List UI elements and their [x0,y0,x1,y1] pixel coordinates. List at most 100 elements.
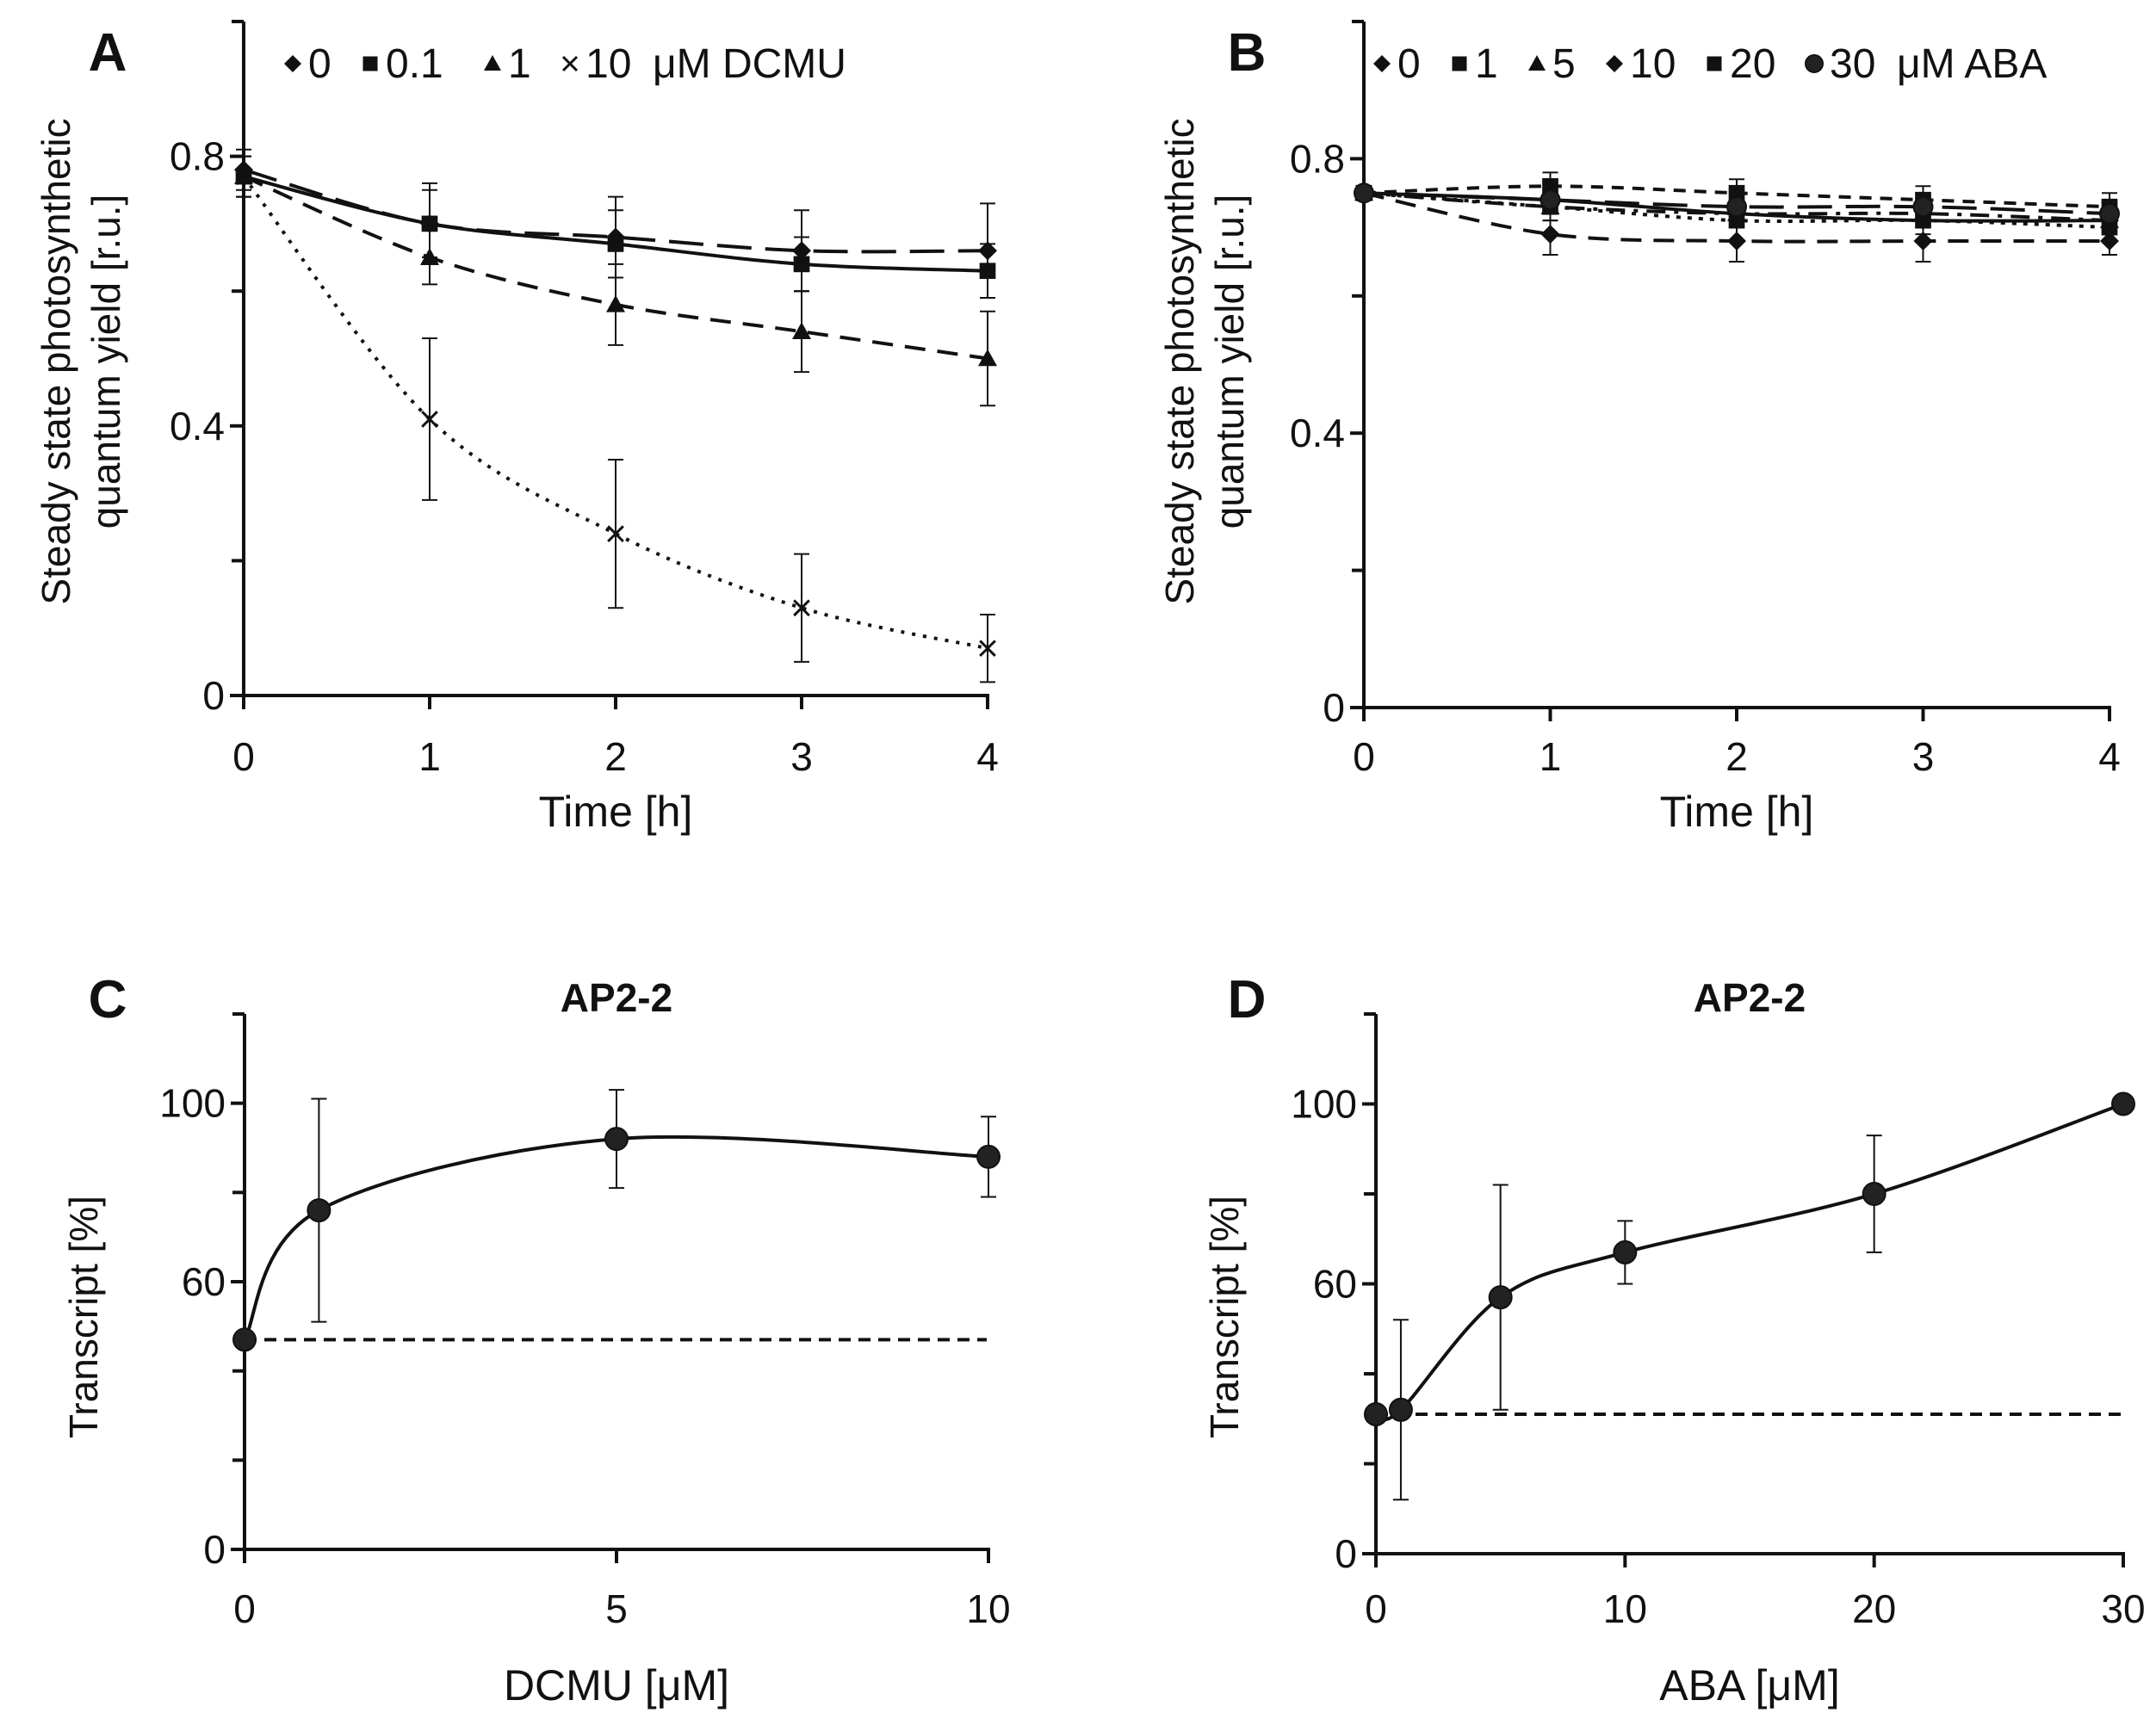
legend-label-a-1: 0.1 [386,41,443,87]
legend-label-b-4: 20 [1730,41,1775,87]
y-axis-label-line-b-0: Steady state photosynthetic [1157,118,1202,604]
data-point-b-5-2 [1726,196,1747,218]
data-point-c-0-0 [232,1327,257,1352]
data-point-a-2-3 [792,322,811,339]
x-tick-label-c-2: 10 [966,1586,1010,1631]
series-line-b-5 [1363,191,2110,216]
legend-label-a-2: 1 [508,41,531,87]
data-point-a-1-3 [793,256,810,273]
data-point-a-2-4 [978,349,997,367]
y-axis-label-line-a-0: Steady state photosynthetic [34,118,78,604]
x-tick-label-a-1: 1 [418,734,441,779]
x-axis-label-c: DCMU [μM] [504,1661,729,1710]
data-point-a-1-2 [607,236,624,252]
y-tick-label-a-1: 0.4 [170,404,225,448]
legend-label-b-5: 30 [1830,41,1875,87]
legend-marker-a-0 [284,55,301,72]
data-point-a-3-3-b [793,599,810,617]
data-point-d-0-1 [1388,1397,1413,1422]
legend-marker-b-5 [1805,54,1824,73]
y-axis-label-line-b-1: quantum yield [r.u.] [1207,195,1252,529]
x-tick-label-b-0: 0 [1353,734,1375,779]
data-point-a-3-0-b [235,168,252,185]
data-point-b-3-1 [1540,225,1560,244]
y-tick-label-a-0: 0 [202,673,225,718]
data-point-a-2-2 [606,294,625,312]
y-tick-label-d-1: 60 [1313,1262,1357,1307]
data-point-a-3-4 [979,640,996,658]
legend-marker-b-4 [1707,56,1722,71]
panel-d-chart: D AP2-2 0 60 100 0 10 20 30 ABA [μM] Transcript [%… [1202,970,2146,1710]
chart-title-c: AP2-2 [561,975,672,1020]
panel-letter-c: C [89,970,127,1029]
data-point-d-0-2 [1488,1285,1513,1310]
data-point-a-1-1 [421,215,438,232]
legend-marker-b-3 [1606,55,1623,72]
data-point-d-0-0 [1364,1402,1388,1427]
y-tick-label-b-2: 0.8 [1290,136,1345,181]
data-point-c-0-2 [604,1127,629,1152]
legend-label-b-0: 0 [1397,41,1421,87]
data-point-a-3-2 [607,525,624,542]
data-point-c-0-3 [976,1144,1001,1169]
x-tick-label-c-1: 5 [605,1586,628,1631]
legend-label-b-3: 10 [1630,41,1676,87]
y-tick-label-c-0: 0 [203,1527,226,1572]
y-tick-label-b-1: 0.4 [1290,411,1345,455]
legend-b: 0 1 5 10 20 30 μM ABA [1373,41,2047,87]
data-point-a-3-1 [421,411,438,428]
y-axis-label-line-c-0: Transcript [%] [61,1196,106,1438]
data-point-b-5-4 [2099,203,2120,225]
chart-title-d: AP2-2 [1694,975,1806,1020]
x-tick-label-d-1: 10 [1603,1586,1647,1631]
y-axis-label-b: Steady state photosynthetic quantum yield… [1157,118,1252,604]
x-tick-label-b-4: 4 [2098,734,2121,779]
series-line-a-3 [242,175,988,651]
legend-suffix-a: μM DCMU [653,41,846,87]
data-point-b-5-3 [1912,196,1934,218]
x-tick-label-d-0: 0 [1365,1586,1387,1631]
legend-marker-a-1 [362,56,378,71]
data-point-a-3-1-b [421,411,438,428]
series-line-d-0 [1375,1102,2124,1422]
panel-a-chart: A 0 0.4 0.8 0 1 2 3 4 Time [h] Steady state photos… [34,20,999,836]
legend-marker-b-0 [1373,55,1391,72]
panel-letter-a: A [89,23,127,83]
y-tick-label-d-2: 100 [1291,1082,1357,1127]
legend-label-b-1: 1 [1475,41,1498,87]
y-axis-label-line-d-0: Transcript [%] [1202,1196,1247,1438]
y-tick-label-c-1: 60 [182,1259,226,1304]
x-tick-label-c-0: 0 [233,1586,256,1631]
x-tick-label-b-3: 3 [1912,734,1935,779]
legend-marker-b-1 [1452,56,1467,71]
legend-marker-a-3 [561,55,579,72]
panel-letter-d: D [1228,970,1267,1029]
data-point-c-0-1 [307,1198,331,1223]
data-point-d-0-3 [1613,1240,1638,1264]
x-axis-label-d: ABA [μM] [1659,1661,1839,1710]
legend-label-b-2: 5 [1552,41,1576,87]
x-tick-label-a-0: 0 [232,734,255,779]
y-tick-label-b-0: 0 [1323,685,1345,730]
data-point-a-2-1 [420,248,439,265]
data-point-b-5-0 [1354,182,1374,204]
data-point-a-3-0 [235,168,252,185]
data-point-a-3-4-b [979,640,996,658]
x-tick-label-a-3: 3 [790,734,813,779]
x-tick-label-d-3: 30 [2101,1586,2145,1631]
data-point-a-3-2-b [607,525,624,542]
data-point-b-5-1 [1540,189,1561,211]
data-point-d-0-4 [1862,1182,1886,1206]
legend-label-a-0: 0 [308,41,331,87]
panel-letter-b: B [1228,23,1267,83]
x-axis-label-a: Time [h] [539,788,693,836]
series-line-c-0 [243,1135,989,1341]
data-point-d-0-5 [2111,1091,2135,1116]
legend-a: 0 0.1 1 10 μM DCMU [284,41,846,87]
x-tick-label-b-2: 2 [1725,734,1748,779]
x-tick-label-b-1: 1 [1540,734,1562,779]
data-point-a-3-3 [793,599,810,617]
y-axis-label-line-a-1: quantum yield [r.u.] [84,195,128,529]
x-tick-label-d-2: 20 [1852,1586,1896,1631]
